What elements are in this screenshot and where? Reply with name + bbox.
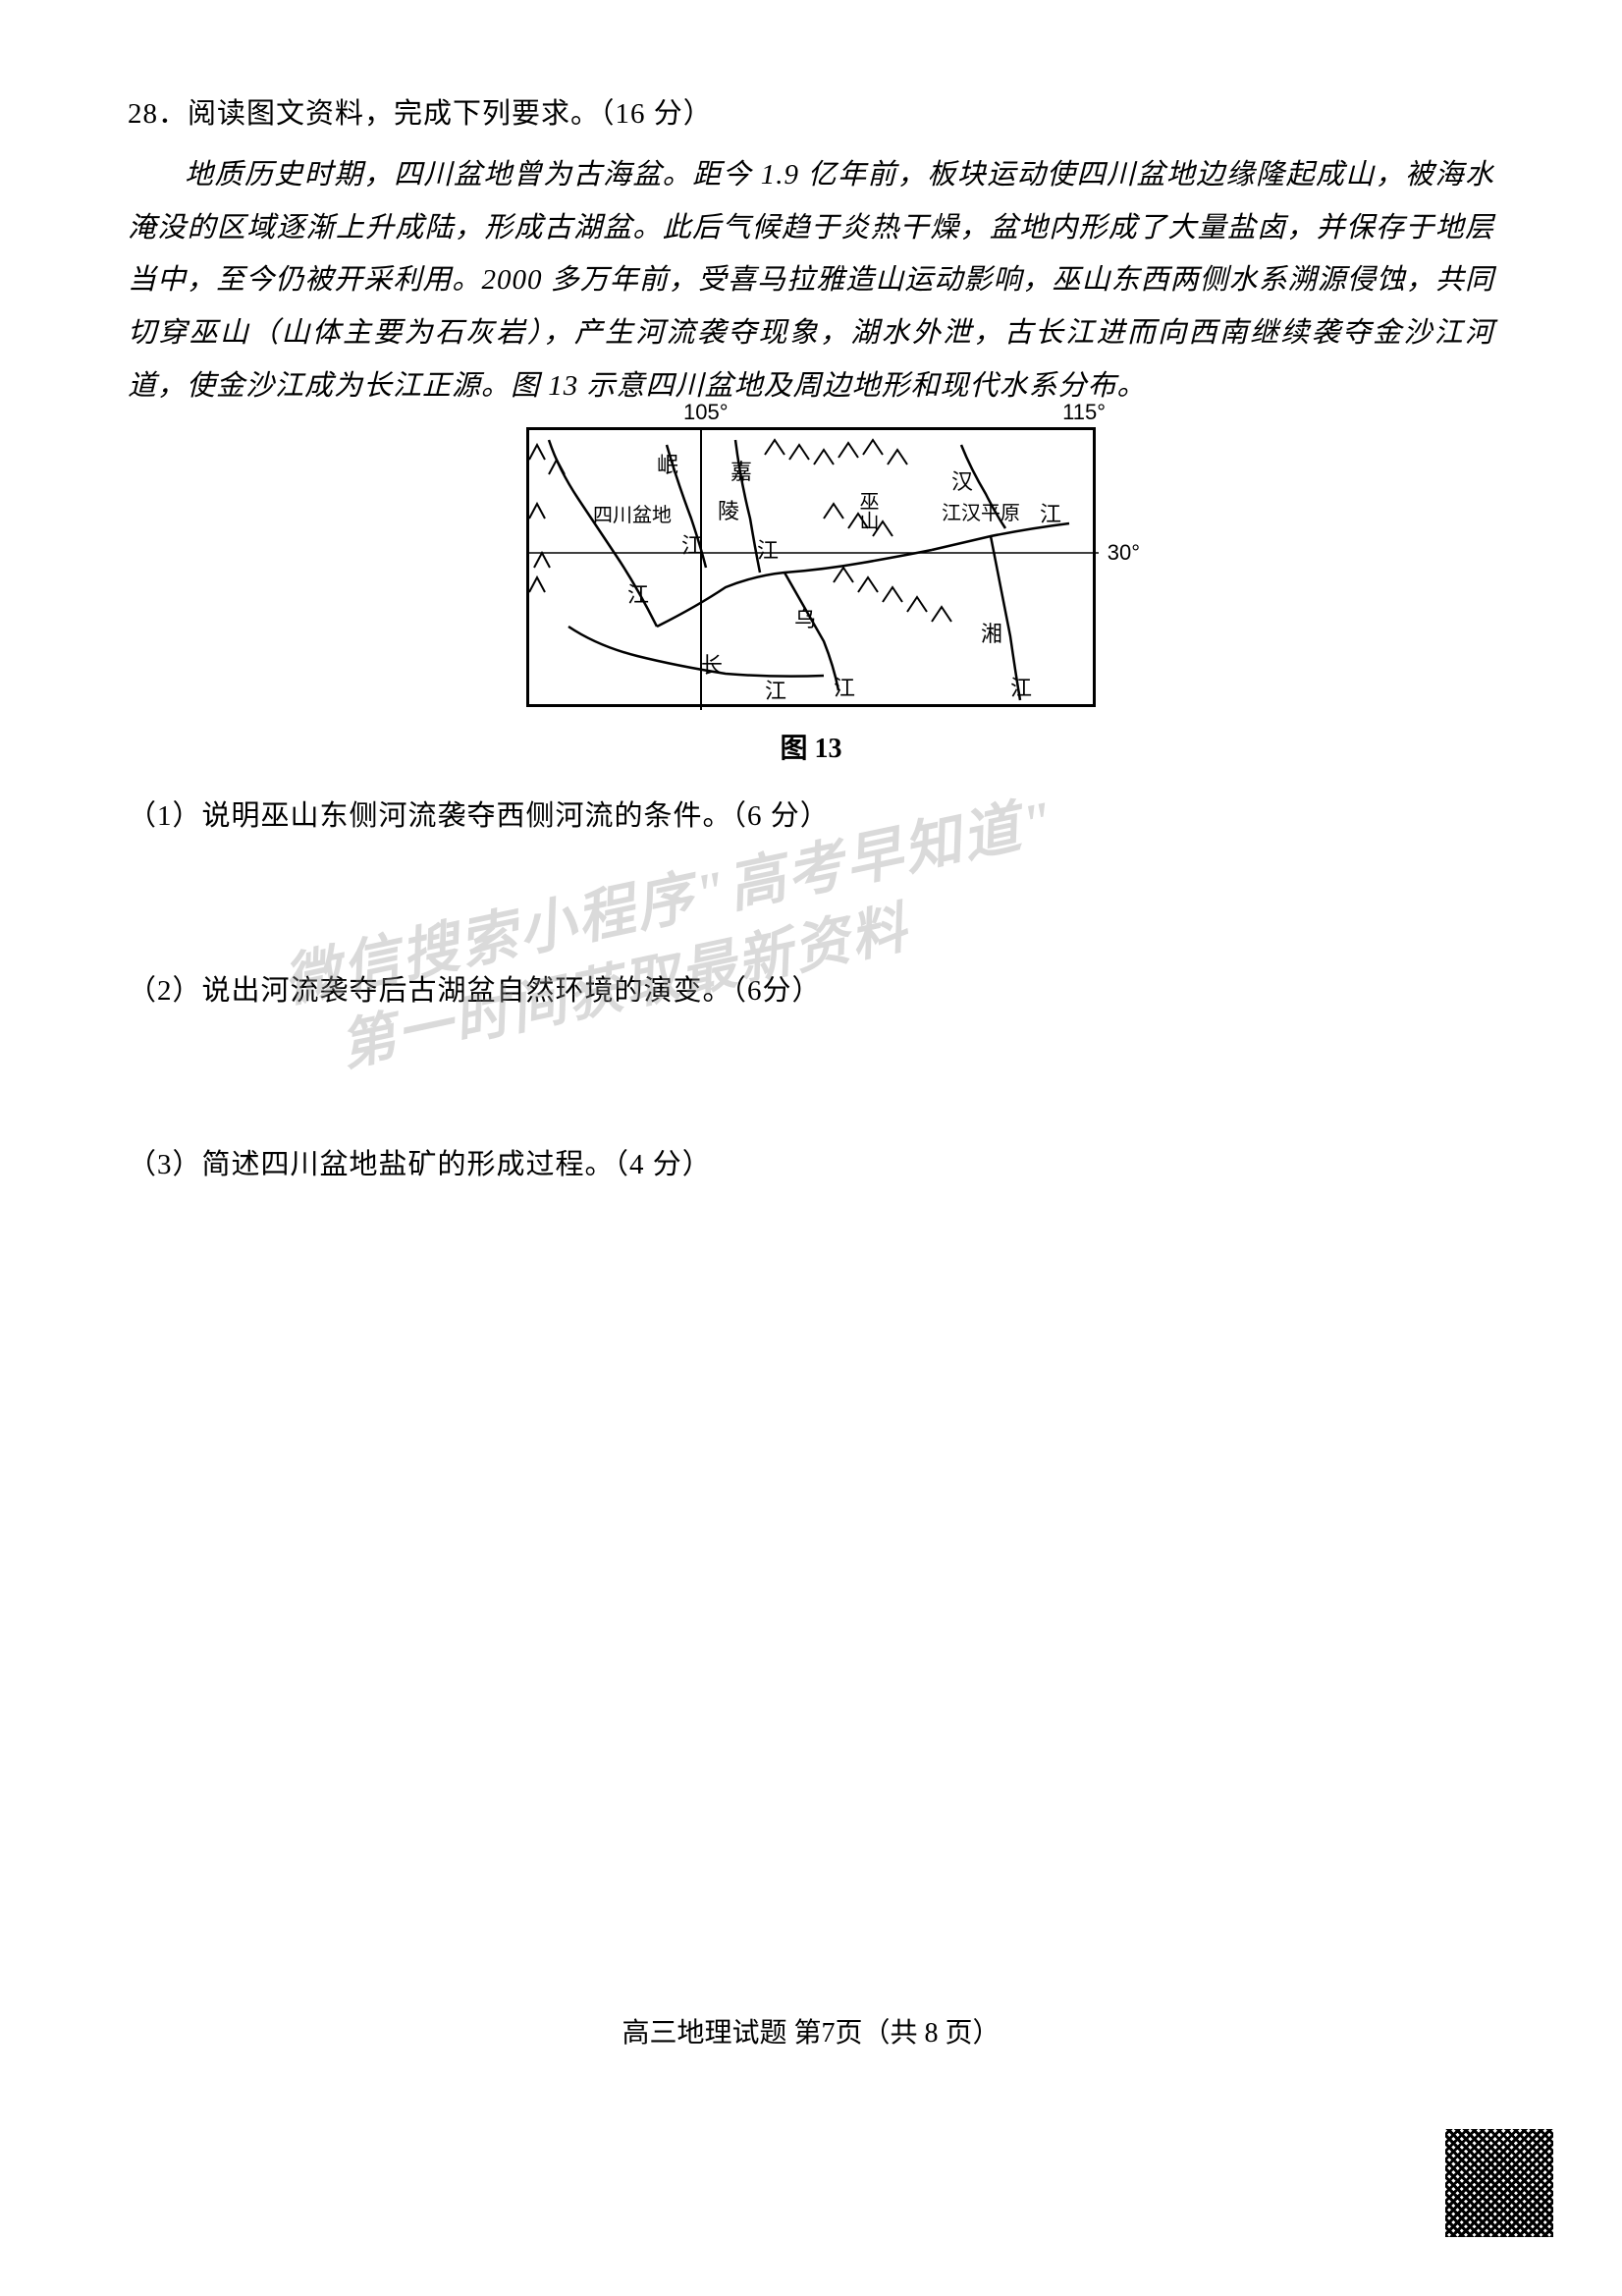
map-label-min: 岷 — [657, 448, 678, 479]
coord-lon-left: 105° — [683, 400, 729, 425]
question-header: 28．阅读图文资料，完成下列要求。（16 分） — [128, 88, 1494, 139]
map-label-jiang2: 江 — [757, 533, 779, 565]
question-paragraph: 地质历史时期，四川盆地曾为古海盆。距今 1.9 亿年前，板块运动使四川盆地边缘隆… — [128, 149, 1494, 412]
map-label-jianghan: 江汉平原 — [942, 497, 1020, 525]
figure-container: 105° 115° 30° — [128, 427, 1494, 766]
map-label-wu: 乌 — [794, 602, 816, 633]
map-label-chang: 长 — [701, 648, 723, 680]
exam-content: 28．阅读图文资料，完成下列要求。（16 分） 地质历史时期，四川盆地曾为古海盆… — [128, 88, 1494, 1190]
map-label-xiang: 湘 — [981, 617, 1002, 648]
map-label-han: 汉 — [951, 465, 973, 496]
map-label-jiang-r: 江 — [1040, 497, 1061, 528]
map-label-jia: 嘉 — [730, 455, 752, 486]
answer-space-2 — [128, 1016, 1494, 1115]
map-label-jiang3: 江 — [627, 577, 649, 609]
question-number: 28 — [128, 98, 158, 130]
coord-lon-right: 115° — [1062, 400, 1106, 425]
map-label-ling: 陵 — [718, 494, 739, 525]
sub-question-1: （1）说明巫山东侧河流袭夺西侧河流的条件。（6 分） — [128, 791, 1494, 842]
page-footer: 高三地理试题 第7页（共 8 页） — [0, 2011, 1622, 2050]
qr-code-icon — [1445, 2129, 1553, 2237]
map-svg — [529, 430, 1099, 710]
map-label-jiang4: 江 — [765, 674, 786, 705]
figure-caption: 图 13 — [128, 727, 1494, 766]
map-label-jiang1: 江 — [681, 528, 703, 560]
sub-question-2: （2）说出河流袭夺后古湖盆自然环境的演变。（6分） — [128, 965, 1494, 1016]
map-label-jiang5: 江 — [834, 671, 855, 702]
map-label-sichuan: 四川盆地 — [593, 499, 672, 527]
answer-space-1 — [128, 843, 1494, 941]
map-label-wushan: 巫山 — [853, 491, 882, 530]
sub-question-3: （3）简述四川盆地盐矿的形成过程。（4 分） — [128, 1139, 1494, 1190]
map-label-jiang6: 江 — [1010, 671, 1032, 702]
coord-lat-right: 30° — [1108, 540, 1140, 566]
map-figure: 岷 嘉 陵 四川盆地 江 江 江 长 江 乌 江 巫山 汉 江汉平原 江 湘 江 — [526, 427, 1096, 707]
question-title: ．阅读图文资料，完成下列要求。（16 分） — [158, 98, 713, 130]
